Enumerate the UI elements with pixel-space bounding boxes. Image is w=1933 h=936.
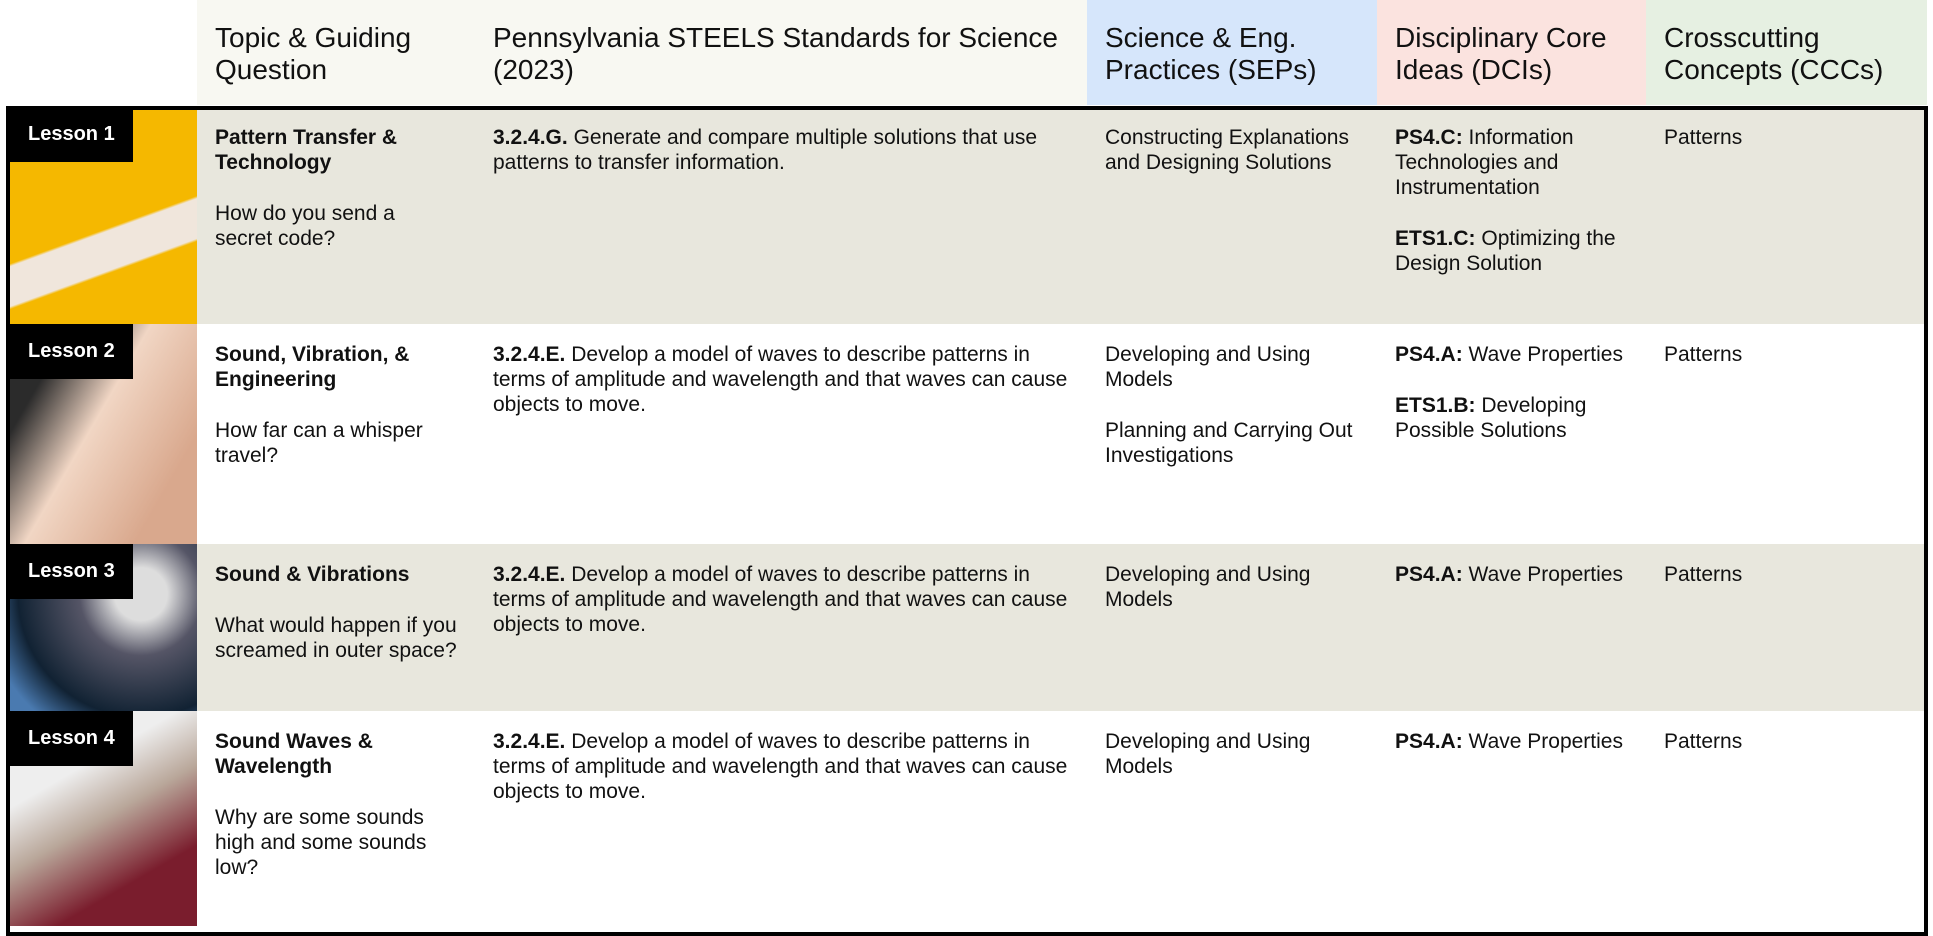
guiding-question: How do you send a secret code? bbox=[215, 202, 395, 250]
dci-text: Developing Possible Solutions bbox=[1395, 394, 1587, 442]
table-cell: Patterns bbox=[1646, 324, 1927, 393]
table-cell: 3.2.4.E. Develop a model of waves to des… bbox=[475, 711, 1087, 830]
standard: 3.2.4.E. Develop a model of waves to des… bbox=[493, 342, 1069, 417]
ccc: Patterns bbox=[1664, 343, 1743, 366]
standard: 3.2.4.E. Develop a model of waves to des… bbox=[493, 562, 1069, 637]
table-border bbox=[6, 106, 1928, 936]
ccc: Patterns bbox=[1664, 563, 1743, 586]
dci: PS4.A: Wave Properties bbox=[1395, 342, 1628, 367]
standard: 3.2.4.G. Generate and compare multiple s… bbox=[493, 125, 1069, 175]
guiding-question: Why are some sounds high and some sounds… bbox=[215, 806, 427, 879]
dci: ETS1.C: Optimizing the Design Solution bbox=[1395, 226, 1628, 276]
guiding-question: What would happen if you screamed in out… bbox=[215, 614, 457, 662]
standard-code: 3.2.4.E. bbox=[493, 563, 566, 586]
dci: ETS1.B: Developing Possible Solutions bbox=[1395, 393, 1628, 443]
topic: Sound, Vibration, & Engineering bbox=[215, 342, 457, 392]
dci-text: Information Technologies and Instrumenta… bbox=[1395, 126, 1574, 199]
standard-text: Generate and compare multiple solutions … bbox=[493, 126, 1037, 174]
sep: Constructing Explanations and Designing … bbox=[1105, 126, 1349, 174]
dci-code: ETS1.B: bbox=[1395, 394, 1476, 417]
sep: Developing and Using Models bbox=[1105, 730, 1311, 778]
standard: 3.2.4.E. Develop a model of waves to des… bbox=[493, 729, 1069, 804]
dci-code: PS4.A: bbox=[1395, 730, 1463, 753]
table-cell: PS4.A: Wave Properties ETS1.B: Developing… bbox=[1377, 324, 1646, 469]
dci: PS4.C: Information Technologies and Inst… bbox=[1395, 125, 1628, 200]
table-cell: Sound Waves & Wavelength Why are some sou… bbox=[197, 711, 475, 906]
dci-code: PS4.A: bbox=[1395, 563, 1463, 586]
lesson-label: Lesson 2 bbox=[10, 324, 133, 379]
topic: Sound Waves & Wavelength bbox=[215, 729, 457, 779]
table-cell: Pattern Transfer & Technology How do you … bbox=[197, 107, 475, 277]
topic-title: Sound, Vibration, & Engineering bbox=[215, 343, 410, 391]
table-row: Sound, Vibration, & Engineering How far c… bbox=[197, 324, 1927, 544]
table-cell: PS4.C: Information Technologies and Inst… bbox=[1377, 107, 1646, 302]
header-cell: Crosscutting Concepts (CCCs) bbox=[1646, 0, 1927, 105]
header-cell: Topic & Guiding Question bbox=[197, 0, 475, 105]
dci-code: PS4.A: bbox=[1395, 343, 1463, 366]
lesson-label: Lesson 4 bbox=[10, 711, 133, 766]
table-cell: PS4.A: Wave Properties bbox=[1377, 711, 1646, 780]
topic-title: Sound & Vibrations bbox=[215, 563, 410, 586]
lesson-image: Lesson 2 bbox=[10, 324, 197, 544]
ccc: Patterns bbox=[1664, 730, 1743, 753]
lesson-label: Lesson 3 bbox=[10, 544, 133, 599]
standard-text: Develop a model of waves to describe pat… bbox=[493, 563, 1068, 636]
table-cell: PS4.A: Wave Properties bbox=[1377, 544, 1646, 613]
table-cell: Constructing Explanations and Designing … bbox=[1087, 107, 1377, 201]
lesson-image: Lesson 4 bbox=[10, 711, 197, 926]
dci-text: Optimizing the Design Solution bbox=[1395, 227, 1616, 275]
table-cell: Developing and Using Models Planning and … bbox=[1087, 324, 1377, 494]
lesson-label: Lesson 1 bbox=[10, 107, 133, 162]
table-cell: Patterns bbox=[1646, 711, 1927, 780]
table-cell: 3.2.4.E. Develop a model of waves to des… bbox=[475, 324, 1087, 443]
sep: Developing and Using Models bbox=[1105, 343, 1311, 391]
header-cell: Pennsylvania STEELS Standards for Scienc… bbox=[475, 0, 1087, 105]
table-cell: Patterns bbox=[1646, 544, 1927, 613]
dci: PS4.A: Wave Properties bbox=[1395, 562, 1628, 587]
standard-text: Develop a model of waves to describe pat… bbox=[493, 343, 1068, 416]
dci-code: ETS1.C: bbox=[1395, 227, 1476, 250]
dci-text: Wave Properties bbox=[1468, 343, 1623, 366]
ccc: Patterns bbox=[1664, 126, 1743, 149]
table-cell: 3.2.4.E. Develop a model of waves to des… bbox=[475, 544, 1087, 663]
dci-code: PS4.C: bbox=[1395, 126, 1463, 149]
table-cell: Developing and Using Models bbox=[1087, 711, 1377, 805]
lesson-image: Lesson 1 bbox=[10, 107, 197, 324]
table-row: Sound Waves & Wavelength Why are some sou… bbox=[197, 711, 1927, 926]
standard-code: 3.2.4.E. bbox=[493, 343, 566, 366]
topic: Pattern Transfer & Technology bbox=[215, 125, 457, 175]
standard-code: 3.2.4.E. bbox=[493, 730, 566, 753]
topic: Sound & Vibrations bbox=[215, 562, 457, 587]
table-cell: Developing and Using Models bbox=[1087, 544, 1377, 638]
topic-title: Sound Waves & Wavelength bbox=[215, 730, 373, 778]
table-cell: 3.2.4.G. Generate and compare multiple s… bbox=[475, 107, 1087, 201]
table-row: Pattern Transfer & Technology How do you … bbox=[197, 107, 1927, 324]
standard-code: 3.2.4.G. bbox=[493, 126, 568, 149]
guiding-question: How far can a whisper travel? bbox=[215, 419, 423, 467]
table-cell: Sound, Vibration, & Engineering How far c… bbox=[197, 324, 475, 494]
dci-text: Wave Properties bbox=[1468, 563, 1623, 586]
table-cell: Sound & Vibrations What would happen if y… bbox=[197, 544, 475, 689]
table-row: Sound & Vibrations What would happen if y… bbox=[197, 544, 1927, 711]
sep: Developing and Using Models bbox=[1105, 563, 1311, 611]
sep: Planning and Carrying Out Investigations bbox=[1105, 419, 1353, 467]
table-cell: Patterns bbox=[1646, 107, 1927, 176]
standard-text: Develop a model of waves to describe pat… bbox=[493, 730, 1068, 803]
header-cell: Disciplinary Core Ideas (DCIs) bbox=[1377, 0, 1646, 105]
topic-title: Pattern Transfer & Technology bbox=[215, 126, 398, 174]
lesson-image: Lesson 3 bbox=[10, 544, 197, 711]
dci-text: Wave Properties bbox=[1468, 730, 1623, 753]
dci: PS4.A: Wave Properties bbox=[1395, 729, 1628, 754]
header-cell: Science & Eng. Practices (SEPs) bbox=[1087, 0, 1377, 105]
